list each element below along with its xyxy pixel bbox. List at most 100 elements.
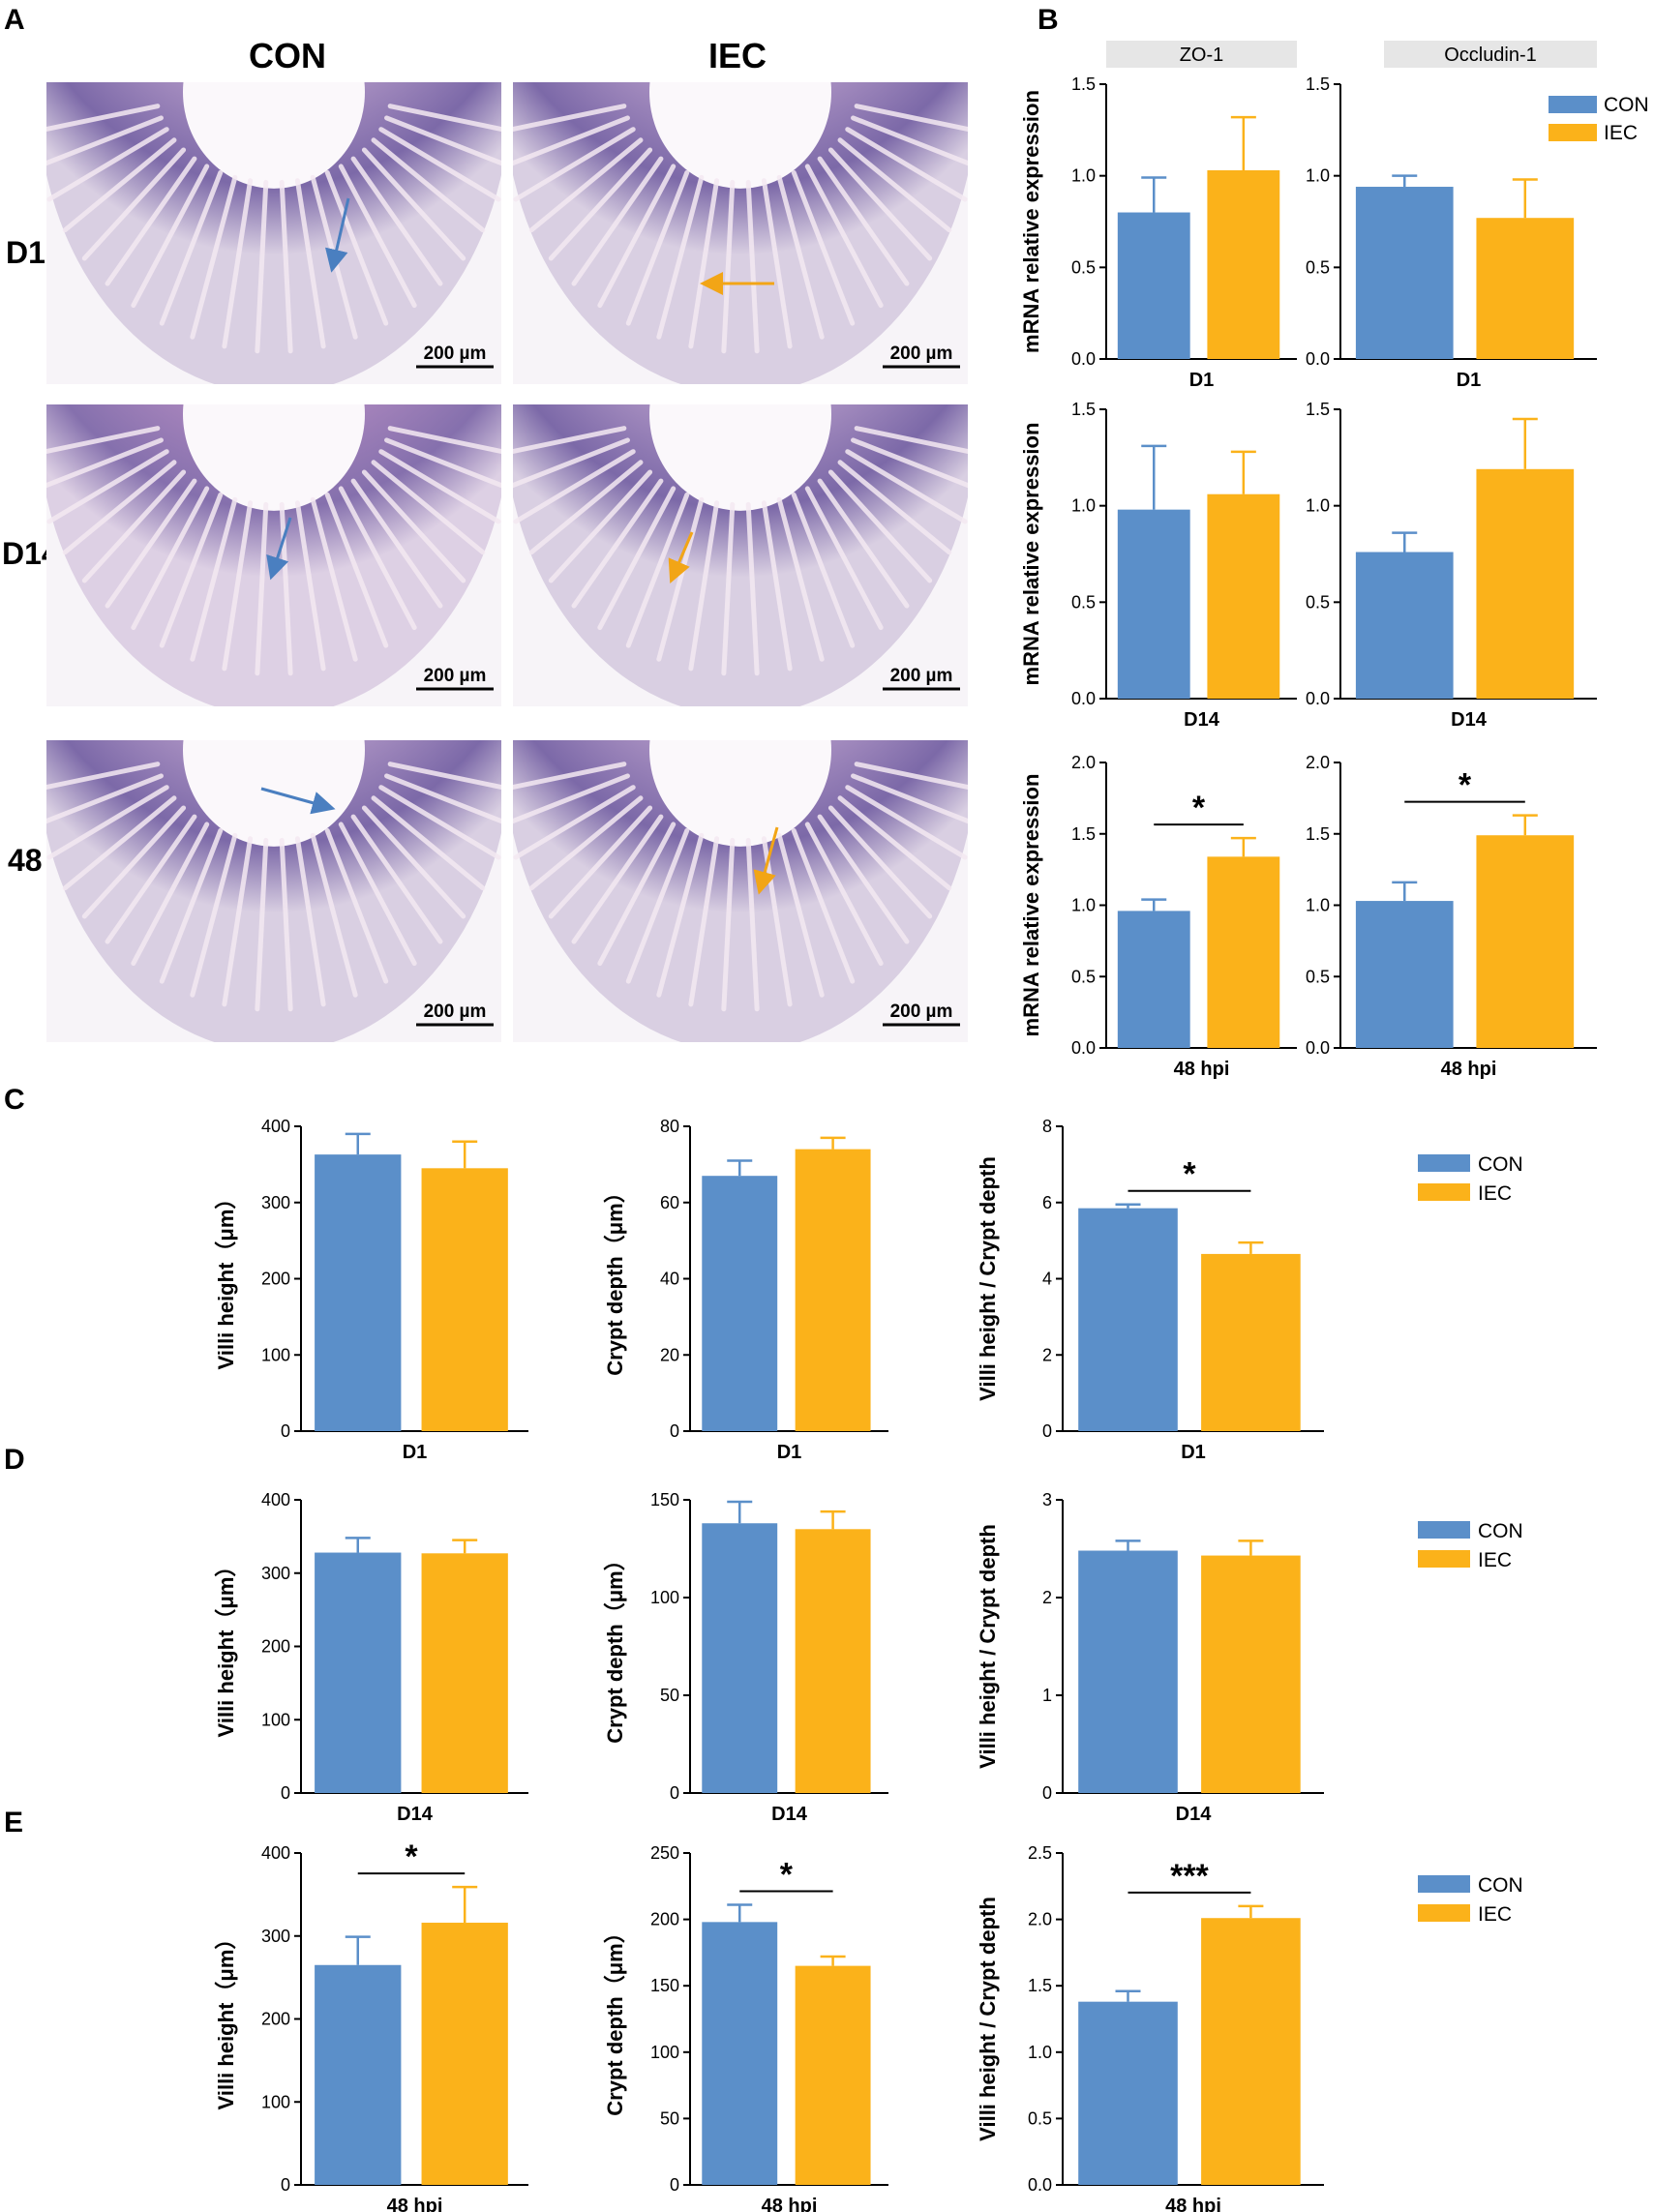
villus-line: [776, 496, 825, 662]
y-axis-label: mRNA relative expression: [1019, 774, 1043, 1037]
villus-line: [105, 814, 197, 944]
chart-d1: 0 100 200 300 400 D14 Villi height（μm）: [214, 1490, 528, 1825]
villus-line: [294, 500, 326, 672]
legend-label-con: CON: [1478, 1153, 1523, 1176]
y-tick-label: 1.5: [1071, 75, 1096, 94]
bar-iec: [1201, 1918, 1301, 2185]
villus-line: [46, 773, 164, 824]
villus-line: [845, 449, 968, 524]
villus-line: [827, 805, 933, 919]
x-axis-label: D1: [1189, 370, 1215, 391]
villus-line: [688, 178, 720, 349]
y-axis-label: mRNA relative expression: [1019, 90, 1043, 353]
legend-label-iec: IEC: [1478, 1903, 1512, 1926]
villus-line: [513, 437, 630, 489]
y-axis-label: Villi height（μm）: [214, 1928, 238, 2110]
chart-b2: Occludin-1 0.0 0.5 1.0 1.5 D1: [1306, 41, 1597, 391]
villus-line: [776, 174, 825, 340]
villus-line: [255, 837, 269, 1012]
villus-line: [279, 179, 293, 354]
villus-line: [513, 449, 636, 524]
intestinal-wall: [46, 740, 501, 1042]
x-axis-label: D14: [771, 1804, 808, 1825]
y-tick-label: 150: [650, 1490, 679, 1510]
villus-line: [324, 827, 389, 984]
legend-swatch-iec: [1549, 124, 1597, 141]
villus-line: [528, 137, 644, 233]
scale-bar-label: 200 µm: [890, 344, 953, 364]
villus-line: [105, 478, 197, 609]
legend-label-con: CON: [1478, 1520, 1523, 1542]
y-axis-label: Villi height / Crypt depth: [976, 1524, 1000, 1769]
villus-line: [571, 156, 664, 286]
y-tick-label: 3: [1042, 1490, 1052, 1510]
villus-line: [338, 822, 417, 967]
chart-d3: 0 1 2 3 D14 Villi height / Crypt depth: [976, 1490, 1324, 1825]
villus-line: [371, 460, 486, 555]
villus-line: [81, 147, 187, 261]
y-tick-label: 150: [650, 1976, 679, 1995]
villus-line: [350, 814, 443, 944]
villus-line: [131, 822, 210, 967]
x-axis-label: D14: [1451, 709, 1488, 731]
y-tick-label: 0: [670, 2175, 679, 2195]
chart-b3: 0.0 0.5 1.0 1.5 D14 mRNA relative expression: [1019, 400, 1297, 731]
villus-line: [851, 773, 968, 824]
y-tick-label: 50: [660, 1686, 679, 1705]
chart-c2: 0 20 40 60 80 D1 Crypt depth（μm）: [603, 1117, 888, 1463]
bar-con: [1117, 911, 1190, 1048]
bar-con: [1078, 2001, 1178, 2185]
scale-bar-label: 200 µm: [424, 344, 487, 364]
villus-line: [361, 147, 466, 261]
villus-line: [721, 837, 736, 1012]
villus-line: [688, 500, 720, 672]
villus-line: [827, 469, 933, 583]
y-tick-label: 1: [1042, 1686, 1052, 1705]
legend-swatch-iec: [1418, 1183, 1470, 1201]
micrograph-content: [46, 82, 501, 384]
x-axis-label: D14: [1176, 1804, 1213, 1825]
villus-line: [745, 501, 760, 676]
villus-line: [548, 147, 653, 261]
bar-iec: [421, 1168, 508, 1431]
villus-line: [804, 486, 884, 631]
villus-line: [131, 164, 210, 309]
y-tick-label: 0.5: [1028, 2108, 1052, 2128]
bar-iec: [1207, 856, 1280, 1048]
villus-line: [817, 156, 910, 286]
legend-swatch-iec: [1418, 1550, 1470, 1568]
villus-line: [384, 115, 501, 166]
y-tick-label: 0.0: [1028, 2175, 1052, 2195]
villus-line: [625, 827, 690, 984]
villus-line: [791, 169, 856, 326]
y-tick-label: 0.0: [1071, 349, 1096, 369]
villus-line: [845, 785, 968, 860]
micrograph-con-0: 200 µm: [46, 82, 501, 384]
villus-line: [854, 426, 968, 455]
intestinal-wall: [513, 740, 968, 1042]
chart-d2: 0 50 100 150 D14 Crypt depth（μm）: [603, 1490, 888, 1825]
villus-line: [688, 836, 720, 1007]
x-axis-label: D1: [777, 1442, 802, 1463]
y-tick-label: 0: [281, 2175, 290, 2195]
villus-line: [310, 496, 358, 662]
villus-line: [62, 137, 177, 233]
y-tick-label: 20: [660, 1345, 679, 1364]
y-tick-label: 1.0: [1071, 896, 1096, 915]
y-tick-label: 400: [261, 1117, 290, 1136]
villus-line: [131, 486, 210, 631]
y-tick-label: 0.5: [1071, 967, 1096, 986]
y-tick-label: 1.0: [1306, 166, 1330, 186]
chart-c1: 0 100 200 300 400 D1 Villi height（μm）: [214, 1117, 528, 1463]
legend-label-con: CON: [1478, 1874, 1523, 1897]
villus-line: [46, 115, 164, 166]
bar-iec: [1476, 835, 1575, 1048]
villus-line: [62, 460, 177, 555]
y-tick-label: 300: [261, 1564, 290, 1583]
villus-line: [46, 785, 169, 860]
villus-line: [62, 795, 177, 891]
panel-letter-d: D: [4, 1444, 25, 1476]
x-axis-label: D14: [397, 1804, 434, 1825]
villus-line: [513, 426, 627, 455]
legend-c: CON IEC: [1418, 1153, 1523, 1205]
